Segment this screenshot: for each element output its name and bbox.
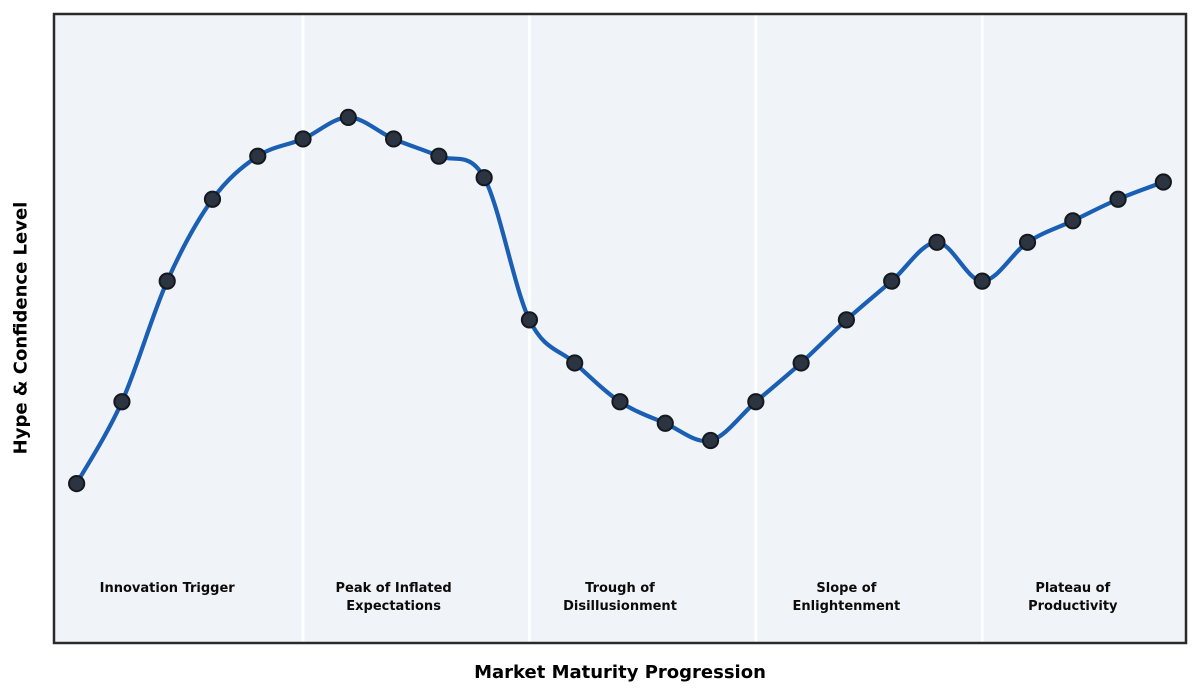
data-point-marker: [747, 393, 765, 411]
data-point-marker: [792, 354, 810, 372]
data-point-marker: [928, 233, 946, 251]
phase-label-trough-of-disillusionment: Trough of Disillusionment: [563, 581, 677, 615]
data-point-marker: [203, 190, 222, 208]
data-point-marker: [430, 147, 448, 165]
x-axis-label: Market Maturity Progression: [474, 662, 766, 683]
data-point-marker: [520, 311, 539, 329]
data-point-marker: [1018, 233, 1037, 251]
data-point-marker: [249, 147, 267, 165]
data-point-marker: [1064, 212, 1082, 230]
data-point-marker: [339, 108, 357, 126]
data-point-marker: [385, 130, 403, 148]
phase-label-slope-of-enlightenment: Slope of Enlightenment: [792, 581, 901, 615]
data-point-marker: [611, 393, 629, 411]
data-point-marker: [1154, 173, 1172, 191]
data-point-marker: [113, 393, 131, 411]
data-point-marker: [475, 169, 493, 187]
plot-border: [52, 12, 1188, 645]
data-point-marker: [973, 272, 991, 290]
data-point-marker: [656, 414, 674, 432]
data-point-marker: [294, 130, 312, 148]
phase-label-plateau-of-productivity: Plateau of Productivity: [1028, 581, 1118, 615]
plot-background: [54, 14, 1186, 643]
phase-label-innovation-trigger: Innovation Trigger: [99, 581, 235, 596]
phase-label-peak-of-inflated-expectations: Peak of Inflated Expectations: [335, 581, 452, 615]
y-axis-label: Hype & Confidence Level: [10, 201, 32, 455]
data-point-marker: [837, 311, 856, 329]
phase-divider: [301, 14, 305, 643]
data-point-marker: [566, 354, 584, 372]
phase-divider: [980, 14, 984, 643]
phase-divider: [528, 14, 531, 643]
phase-divider: [754, 14, 758, 643]
data-point-marker: [68, 474, 86, 493]
data-point-marker: [883, 272, 901, 290]
data-point-marker: [158, 272, 176, 290]
data-point-marker: [1109, 190, 1127, 208]
data-point-marker: [701, 431, 720, 450]
